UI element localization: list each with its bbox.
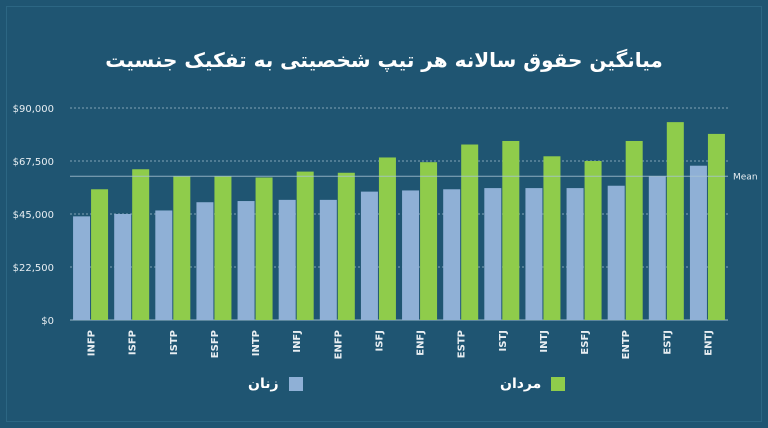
x-tick-label: ENFP bbox=[333, 330, 344, 359]
x-tick-label: ESTJ bbox=[662, 330, 673, 355]
legend-swatch-men bbox=[551, 377, 566, 391]
bar-women bbox=[278, 199, 296, 320]
x-tick-label: INFP bbox=[87, 330, 98, 356]
bar-men bbox=[461, 144, 479, 320]
x-tick-label: ENTJ bbox=[703, 330, 714, 356]
bar-women bbox=[114, 214, 132, 320]
x-tick-label: INTJ bbox=[539, 330, 550, 353]
mean-label: Mean bbox=[733, 172, 758, 182]
bar-women bbox=[443, 189, 461, 320]
bar-women bbox=[402, 190, 420, 320]
bar-men bbox=[173, 176, 191, 320]
bar-women bbox=[360, 191, 378, 320]
x-tick-label: ISTJ bbox=[498, 330, 509, 351]
x-tick-label: ESFJ bbox=[580, 330, 591, 355]
bar-men bbox=[296, 171, 314, 320]
bar-men bbox=[337, 172, 355, 320]
bar-men bbox=[502, 140, 520, 320]
bar-women bbox=[648, 176, 666, 320]
y-tick-label: $45,000 bbox=[13, 210, 54, 221]
bar-women bbox=[525, 188, 543, 320]
y-tick-label: $67,500 bbox=[13, 157, 54, 168]
bar-men bbox=[584, 161, 602, 320]
legend-label-men: مردان bbox=[500, 376, 542, 392]
bar-men bbox=[420, 162, 438, 320]
y-tick-label: $22,500 bbox=[13, 263, 54, 274]
bar-men bbox=[625, 140, 643, 320]
bar-men bbox=[666, 122, 684, 320]
bar-women bbox=[607, 185, 625, 320]
x-tick-label: ENTP bbox=[621, 330, 632, 359]
bar-women bbox=[689, 165, 707, 320]
x-tick-label: INFJ bbox=[292, 330, 303, 353]
legend-label-women: زنان bbox=[248, 376, 279, 392]
bar-men bbox=[91, 189, 109, 320]
x-tick-label: ENFJ bbox=[416, 330, 427, 356]
y-tick-label: $90,000 bbox=[13, 104, 54, 115]
chart-title: میانگین حقوق سالانه هر تیپ شخصیتی به تفک… bbox=[105, 48, 663, 72]
bar-women bbox=[484, 188, 502, 320]
x-tick-label: ISFJ bbox=[374, 330, 385, 351]
bar-men bbox=[132, 169, 150, 320]
y-tick-label: $0 bbox=[41, 316, 54, 327]
bar-women bbox=[319, 199, 337, 320]
bar-men bbox=[378, 157, 396, 320]
bar-women bbox=[566, 188, 584, 320]
bar-women bbox=[73, 216, 91, 320]
x-tick-label: ISFP bbox=[128, 330, 139, 355]
bar-men bbox=[543, 156, 561, 320]
bar-women bbox=[237, 201, 255, 320]
bar-men bbox=[255, 177, 273, 320]
bar-men bbox=[707, 133, 725, 320]
legend-item-women: زنان bbox=[248, 376, 303, 392]
x-tick-label: ESFP bbox=[210, 330, 221, 358]
x-tick-label: ISTP bbox=[169, 330, 180, 355]
bar-women bbox=[196, 202, 214, 320]
x-tick-label: ESTP bbox=[457, 330, 468, 358]
x-tick-label: INTP bbox=[251, 330, 262, 356]
bar-women bbox=[155, 210, 173, 320]
legend-item-men: مردان bbox=[500, 376, 566, 392]
bar-men bbox=[214, 176, 232, 320]
legend-swatch-women bbox=[288, 377, 303, 391]
